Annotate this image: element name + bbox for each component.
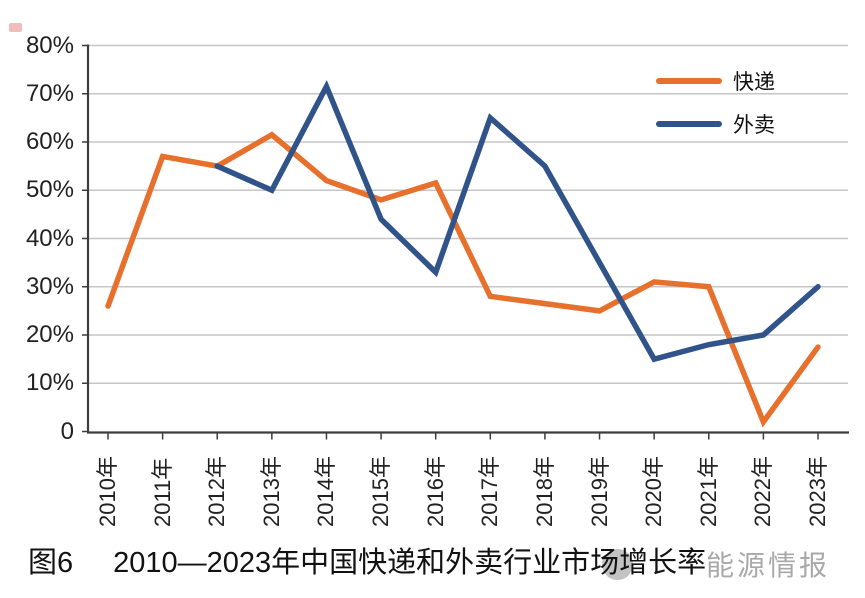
y-axis-label: 30%	[25, 272, 74, 300]
x-axis-label: 2019年	[586, 456, 612, 527]
x-axis-label: 2021年	[695, 456, 721, 527]
x-axis-label: 2014年	[313, 456, 339, 527]
watermark-text: 能源情报	[706, 550, 831, 581]
legend-item-food-delivery: 外卖	[656, 102, 775, 145]
y-axis-label: 80%	[25, 31, 74, 59]
y-axis-label: 40%	[25, 224, 74, 252]
x-axis-label: 2013年	[258, 456, 284, 527]
figure-caption-text: 2010—2023年中国快递和外卖行业市场增长率	[113, 547, 707, 579]
legend-label-express: 快递	[733, 70, 775, 94]
express-line-swatch	[656, 77, 722, 84]
chart-legend: 快递 外卖	[656, 59, 775, 145]
watermark-circle-logo-icon	[602, 549, 633, 580]
x-axis-label: 2017年	[477, 456, 503, 527]
x-axis-label: 2016年	[422, 456, 448, 527]
series-line-express	[105, 131, 821, 428]
y-axis-label: 0	[60, 417, 74, 445]
figure-caption-label: 图6	[28, 547, 74, 579]
series-line-food-delivery	[214, 80, 821, 363]
legend-item-express: 快递	[656, 59, 775, 102]
x-axis-label: 2010年	[95, 456, 120, 527]
x-axis-label: 2015年	[368, 456, 394, 527]
food-delivery-line-swatch	[656, 120, 722, 127]
y-axis-label: 70%	[25, 79, 74, 107]
legend-label-food-delivery: 外卖	[733, 113, 775, 137]
x-axis-label: 2012年	[204, 456, 230, 527]
y-axis-label: 20%	[25, 321, 74, 348]
x-axis-label: 2023年	[805, 456, 830, 527]
x-axis-label: 2020年	[641, 456, 667, 527]
x-axis-label: 2011年	[149, 457, 175, 527]
y-axis-label: 50%	[25, 176, 74, 204]
x-axis-label: 2022年	[750, 456, 776, 527]
y-axis-label: 60%	[25, 128, 74, 155]
y-axis-label: 10%	[25, 369, 74, 397]
red-mark-artifact	[9, 23, 22, 32]
x-axis-label: 2018年	[531, 456, 557, 527]
figure-caption: 图6 2010—2023年中国快递和外卖行业市场增长率	[28, 545, 706, 581]
